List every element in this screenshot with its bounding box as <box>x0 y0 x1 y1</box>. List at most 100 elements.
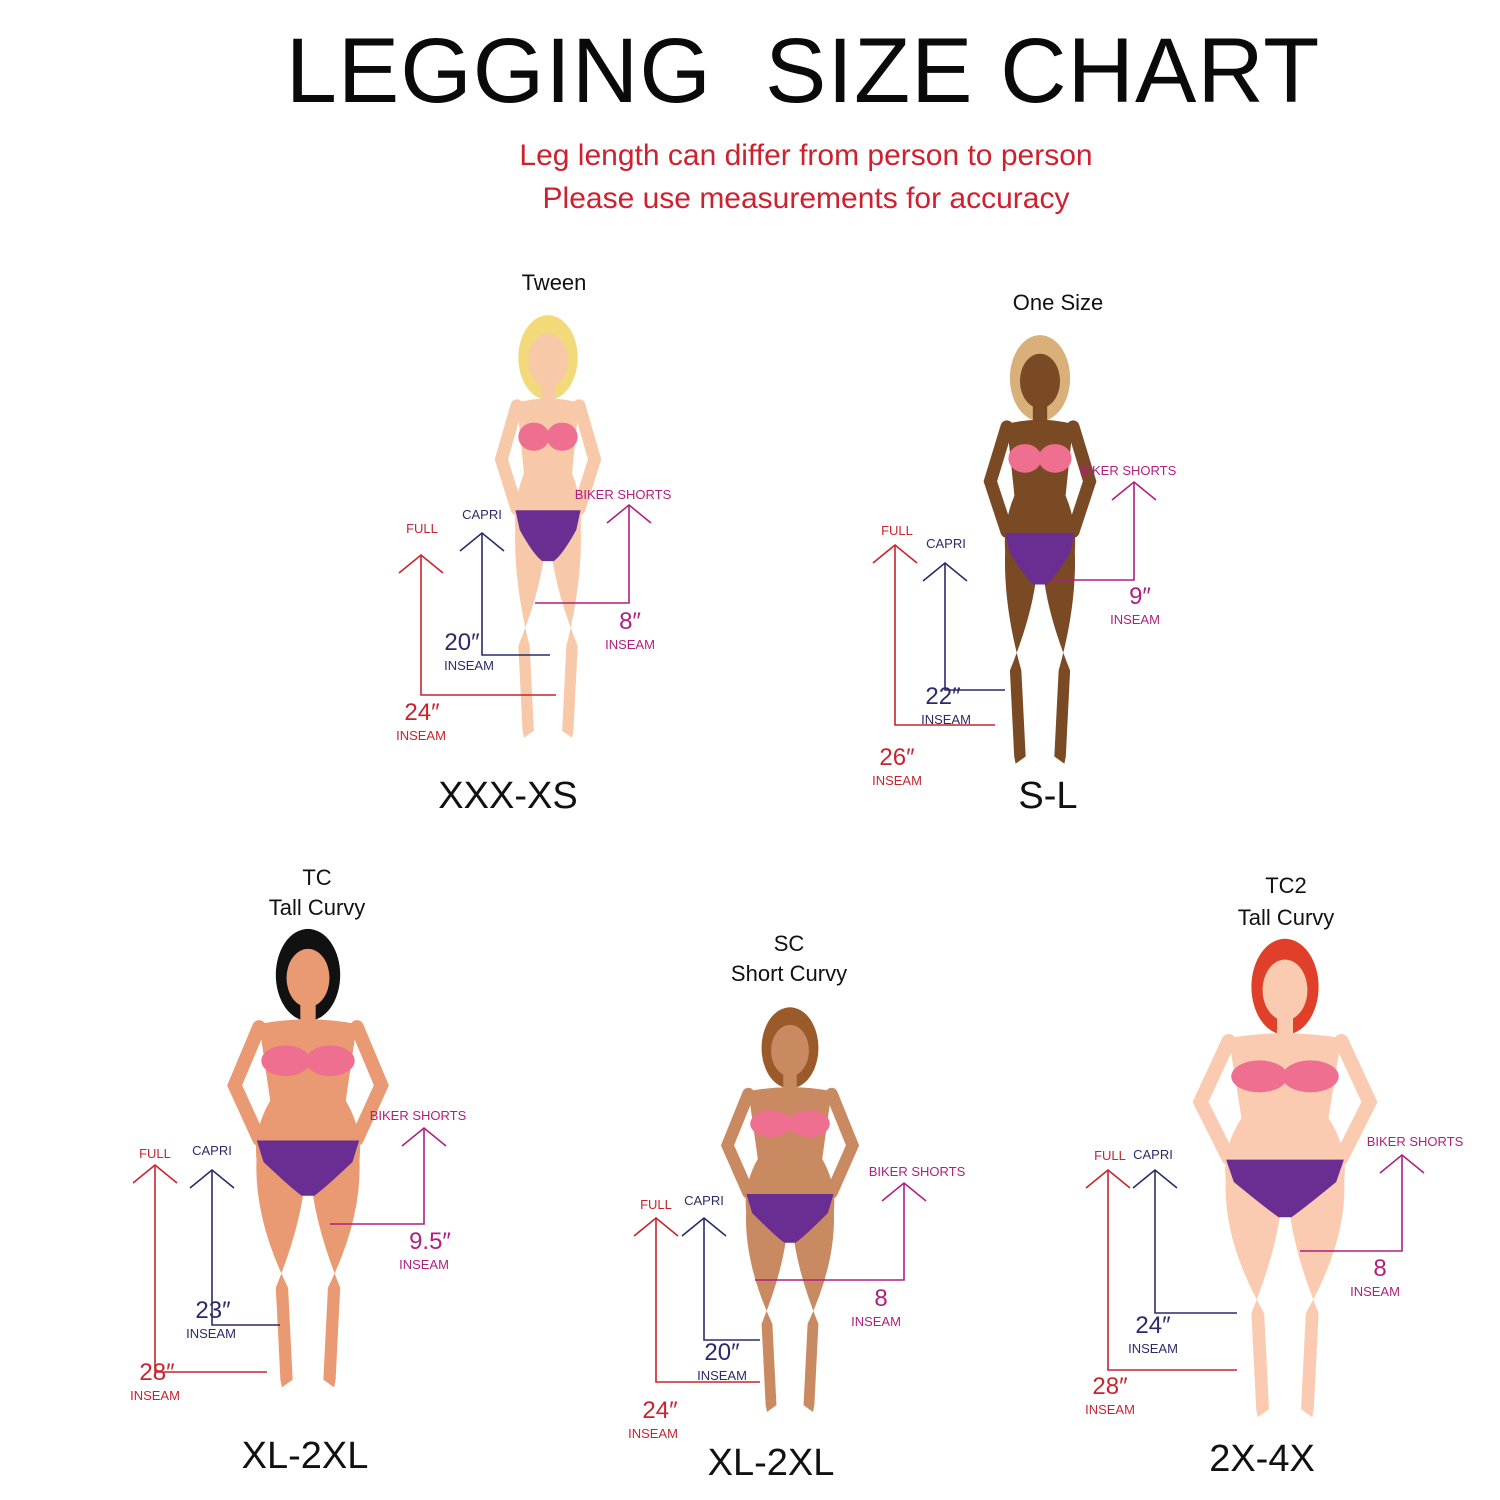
capri-inseam-value: 20″ <box>444 629 480 656</box>
full-inseam-unit: INSEAM <box>130 1388 180 1403</box>
briefs <box>1005 532 1075 585</box>
head <box>771 1024 809 1077</box>
biker-inseam-unit: INSEAM <box>1350 1284 1400 1299</box>
briefs <box>746 1194 834 1243</box>
arm <box>227 1020 266 1146</box>
panel-heading: TC <box>302 865 331 890</box>
head <box>528 333 568 388</box>
capri-arrow-line <box>944 563 1005 691</box>
panel-heading: TC2 <box>1265 873 1307 898</box>
full-inseam-measurement: FULL 26″ INSEAM <box>872 523 995 788</box>
biker-arrow-line <box>1300 1155 1403 1252</box>
briefs <box>1226 1159 1344 1218</box>
arrow-up-icon <box>1111 480 1157 501</box>
panel-heading: SC <box>774 931 805 956</box>
person-figure <box>494 315 602 738</box>
arm <box>720 1087 755 1199</box>
panel-heading: Tall Curvy <box>269 895 366 920</box>
bra <box>1231 1060 1288 1093</box>
bra <box>1008 444 1042 473</box>
biker-label: BIKER SHORTS <box>1367 1134 1464 1149</box>
head <box>286 948 330 1008</box>
leg <box>792 1206 835 1412</box>
person-figure <box>983 335 1097 764</box>
capri-inseam-value: 24″ <box>1135 1312 1171 1339</box>
panel-heading: Short Curvy <box>731 961 847 986</box>
full-label: FULL <box>640 1197 672 1212</box>
capri-inseam-value: 22″ <box>925 683 961 710</box>
full-inseam-value: 24″ <box>404 699 440 726</box>
full-arrow-line <box>1107 1170 1237 1371</box>
biker-inseam-value: 8″ <box>619 608 641 635</box>
arm <box>825 1087 860 1199</box>
biker-inseam-value: 8 <box>1373 1255 1386 1282</box>
capri-label: CAPRI <box>192 1143 232 1158</box>
leg <box>311 1154 360 1388</box>
biker-inseam-unit: INSEAM <box>605 637 655 652</box>
arrow-up-icon <box>681 1216 727 1237</box>
capri-label: CAPRI <box>926 536 966 551</box>
full-inseam-unit: INSEAM <box>1085 1402 1135 1417</box>
full-label: FULL <box>881 523 913 538</box>
arm <box>1192 1034 1236 1166</box>
bra <box>546 422 578 451</box>
size-range-label: XL-2XL <box>242 1435 369 1477</box>
capri-arrow-line <box>703 1218 760 1341</box>
biker-inseam-unit: INSEAM <box>399 1257 449 1272</box>
capri-label: CAPRI <box>462 507 502 522</box>
arrow-up-icon <box>189 1168 235 1189</box>
leg <box>515 522 546 738</box>
full-label: FULL <box>1094 1148 1126 1163</box>
person-figure <box>720 1007 860 1412</box>
briefs <box>256 1140 360 1196</box>
full-inseam-measurement: FULL 24″ INSEAM <box>396 521 556 743</box>
full-inseam-value: 26″ <box>879 744 915 771</box>
size-range-label: 2X-4X <box>1209 1438 1315 1480</box>
panel-heading: Tall Curvy <box>1238 905 1335 930</box>
size-range-label: XL-2XL <box>708 1442 835 1484</box>
subtitle-line-1: Leg length can differ from person to per… <box>519 139 1093 172</box>
arrow-up-icon <box>872 543 918 564</box>
arm <box>350 1020 389 1146</box>
full-inseam-unit: INSEAM <box>872 773 922 788</box>
biker-inseam-measurement: BIKER SHORTS 8 INSEAM <box>1300 1134 1464 1299</box>
biker-label: BIKER SHORTS <box>1080 463 1177 478</box>
capri-inseam-measurement: CAPRI 20″ INSEAM <box>444 507 550 673</box>
arrow-up-icon <box>922 561 968 582</box>
bra <box>305 1045 355 1077</box>
person-figure <box>1192 938 1378 1418</box>
arrow-up-icon <box>132 1163 178 1184</box>
leg <box>550 522 581 738</box>
briefs <box>515 510 581 562</box>
full-arrow-line <box>655 1218 760 1383</box>
biker-label: BIKER SHORTS <box>370 1108 467 1123</box>
head <box>1262 959 1308 1021</box>
full-arrow-line <box>420 555 556 696</box>
full-inseam-value: 28″ <box>139 1359 175 1386</box>
biker-inseam-value: 9.5″ <box>409 1228 451 1255</box>
arrow-up-icon <box>459 531 505 552</box>
capri-label: CAPRI <box>684 1193 724 1208</box>
arrow-up-icon <box>881 1181 927 1202</box>
size-range-label: XXX-XS <box>438 775 577 817</box>
biker-arrow-line <box>330 1128 425 1225</box>
leg <box>1288 1174 1345 1418</box>
full-inseam-measurement: FULL 24″ INSEAM <box>628 1197 760 1441</box>
biker-inseam-measurement: BIKER SHORTS 8″ INSEAM <box>535 487 672 652</box>
full-arrow-line <box>894 545 995 726</box>
full-inseam-unit: INSEAM <box>628 1426 678 1441</box>
page-title: LEGGING SIZE CHART <box>285 20 1321 122</box>
full-arrow-line <box>154 1165 267 1373</box>
leg <box>256 1154 305 1388</box>
full-inseam-value: 24″ <box>642 1397 678 1424</box>
full-inseam-unit: INSEAM <box>396 728 446 743</box>
bra <box>750 1110 792 1138</box>
biker-inseam-unit: INSEAM <box>851 1314 901 1329</box>
capri-inseam-value: 20″ <box>704 1339 740 1366</box>
capri-inseam-unit: INSEAM <box>186 1326 236 1341</box>
arrow-up-icon <box>1132 1168 1178 1189</box>
capri-arrow-line <box>481 533 550 656</box>
